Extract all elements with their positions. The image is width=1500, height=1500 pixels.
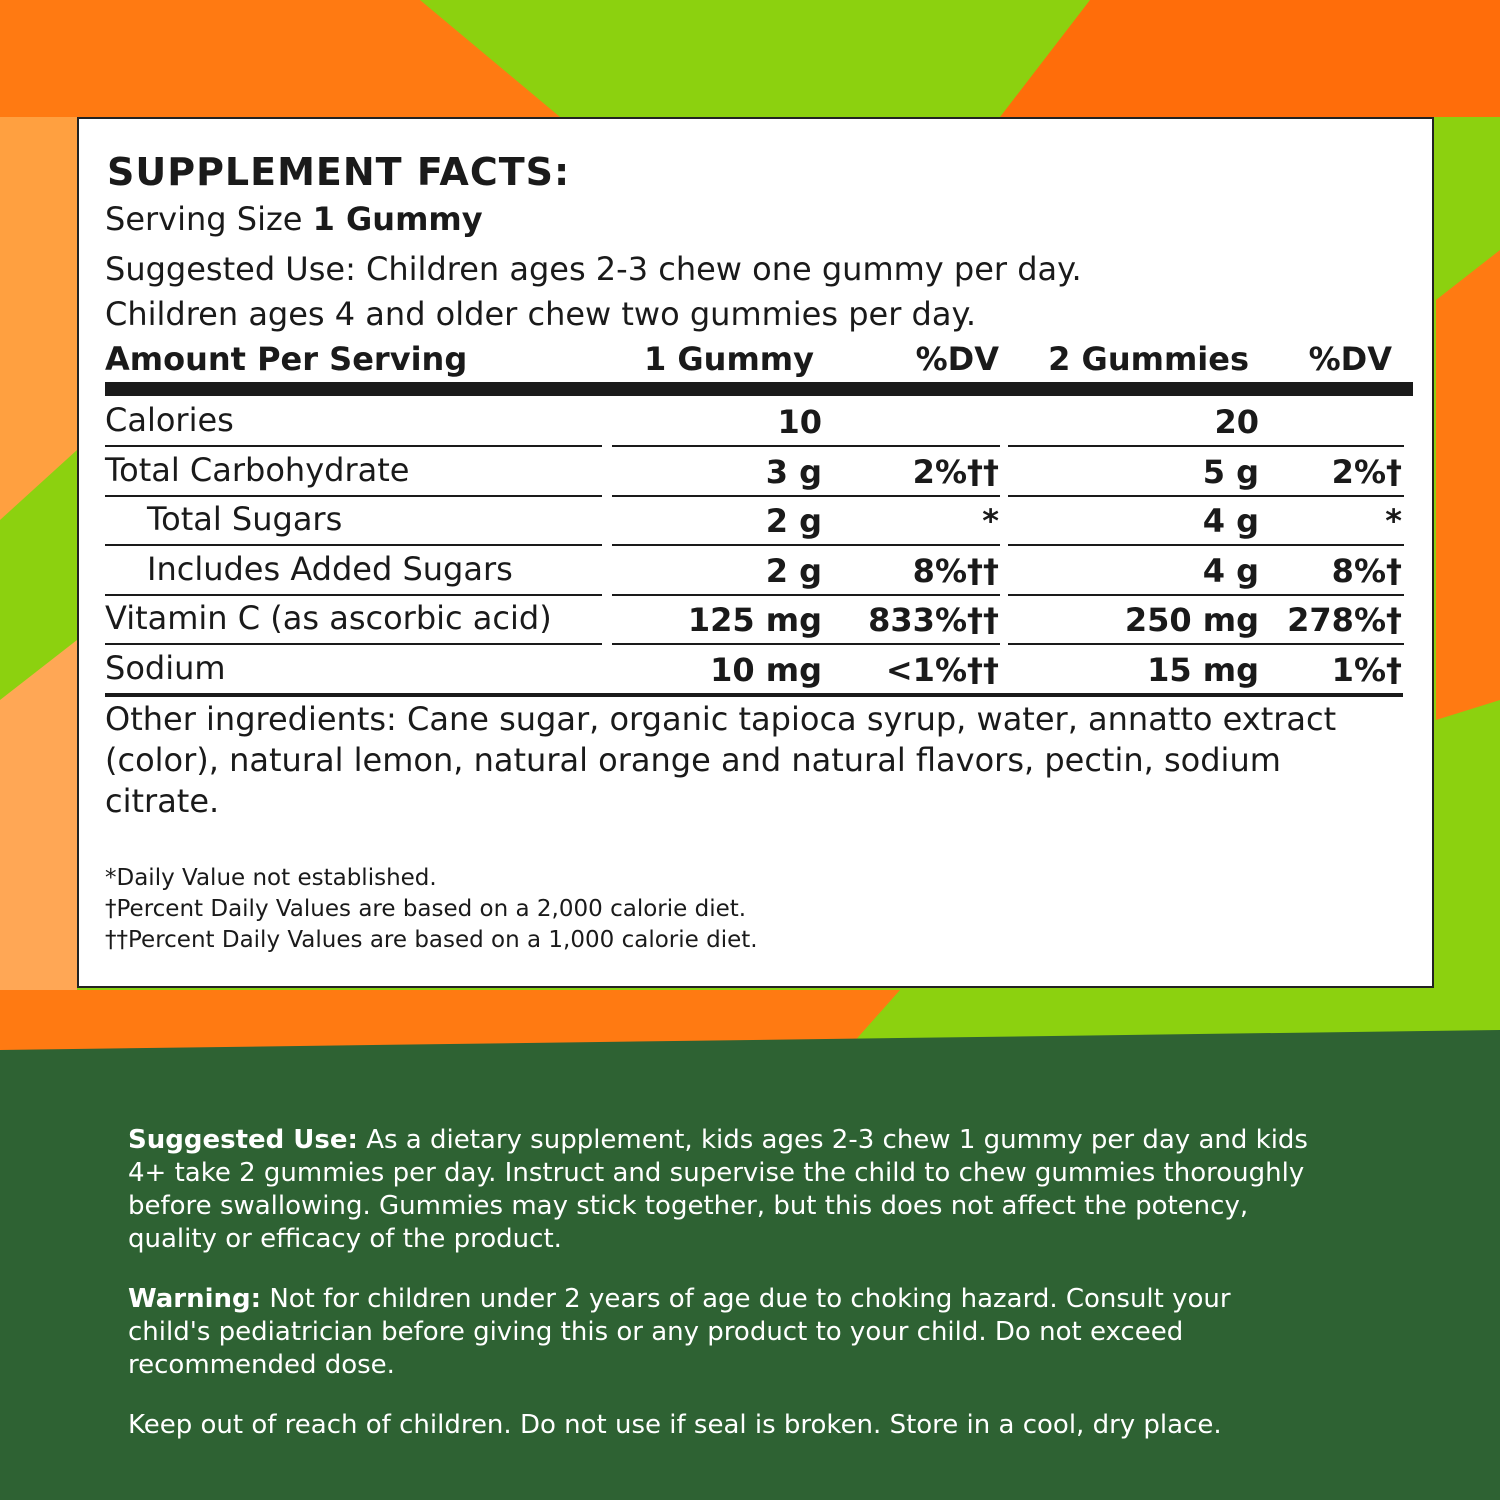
direction-paragraph: Keep out of reach of children. Do not us…: [128, 1409, 1308, 1442]
rule: [105, 544, 602, 546]
rule: [105, 593, 602, 596]
rule: [612, 593, 1000, 596]
daily-value: 833%††: [868, 601, 999, 639]
daily-value: 2%†: [1331, 452, 1402, 491]
table-header: 1 Gummy: [644, 340, 814, 378]
daily-value: *: [982, 502, 999, 540]
amount: 20: [1214, 403, 1259, 441]
footnote: ††Percent Daily Values are based on a 1,…: [105, 927, 758, 953]
direction-text: Not for children under 2 years of age du…: [128, 1284, 1231, 1380]
amount: 3 g: [765, 452, 822, 491]
rule: [1008, 643, 1404, 645]
amount: 125 mg: [687, 601, 822, 639]
rule: [105, 643, 602, 645]
rule: [612, 445, 1000, 447]
facts-panel: SUPPLEMENT FACTS: Serving Size 1 Gummy S…: [77, 117, 1434, 988]
amount: 250 mg: [1124, 601, 1259, 639]
daily-value: <1%††: [885, 650, 999, 689]
rule-thick: [105, 692, 1403, 697]
footnote: *Daily Value not established.: [105, 865, 437, 891]
rule: [1008, 445, 1404, 447]
suggested-line: Suggested Use: Children ages 2-3 chew on…: [105, 250, 1082, 288]
directions: Suggested Use: As a dietary supplement, …: [128, 1124, 1308, 1469]
rule: [1008, 494, 1404, 497]
rule: [612, 494, 1000, 497]
nutrient-name: Calories: [105, 401, 234, 439]
direction-label: Warning:: [128, 1284, 262, 1314]
other-ingredients: Other ingredients: Cane sugar, organic t…: [105, 700, 1337, 820]
daily-value: 278%†: [1287, 601, 1402, 639]
direction-text: Keep out of reach of children. Do not us…: [128, 1410, 1222, 1440]
nutrient-name: Total Sugars: [147, 500, 343, 538]
nutrient-name: Includes Added Sugars: [147, 549, 513, 588]
direction-label: Suggested Use:: [128, 1125, 358, 1155]
amount: 2 g: [765, 502, 822, 540]
rule: [612, 544, 1000, 546]
rule: [105, 445, 602, 447]
amount: 5 g: [1202, 452, 1259, 491]
direction-text: As a dietary supplement, kids ages 2-3 c…: [128, 1125, 1308, 1254]
footnote: †Percent Daily Values are based on a 2,0…: [105, 896, 747, 922]
rule: [1008, 593, 1404, 596]
amount: 4 g: [1202, 551, 1259, 590]
direction-paragraph: Suggested Use: As a dietary supplement, …: [128, 1124, 1308, 1256]
serving-value: 1 Gummy: [312, 200, 483, 238]
rule: [1008, 544, 1404, 546]
daily-value: 2%††: [912, 452, 999, 491]
facts-title: SUPPLEMENT FACTS:: [107, 150, 571, 194]
table-header: %DV: [1308, 340, 1392, 378]
table-header: Amount Per Serving: [105, 340, 468, 378]
suggested-line: Children ages 4 and older chew two gummi…: [105, 295, 976, 333]
rule: [612, 643, 1000, 645]
daily-value: 8%††: [912, 551, 999, 590]
table-header: %DV: [915, 340, 999, 378]
daily-value: *: [1385, 502, 1402, 540]
amount: 10 mg: [710, 650, 822, 689]
amount: 4 g: [1202, 502, 1259, 540]
nutrient-name: Vitamin C (as ascorbic acid): [105, 599, 552, 637]
nutrient-name: Total Carbohydrate: [105, 450, 410, 489]
serving-label: Serving Size: [105, 200, 303, 238]
direction-paragraph: Warning: Not for children under 2 years …: [128, 1283, 1308, 1382]
nutrient-name: Sodium: [105, 648, 226, 687]
amount: 15 mg: [1147, 650, 1259, 689]
rule: [105, 494, 602, 497]
daily-value: 8%†: [1331, 551, 1402, 590]
table-header: 2 Gummies: [1048, 340, 1249, 378]
amount: 10: [777, 403, 822, 441]
amount: 2 g: [765, 551, 822, 590]
daily-value: 1%†: [1331, 650, 1402, 689]
rule-thick: [105, 382, 1413, 396]
serving-size: Serving Size 1 Gummy: [105, 199, 483, 239]
